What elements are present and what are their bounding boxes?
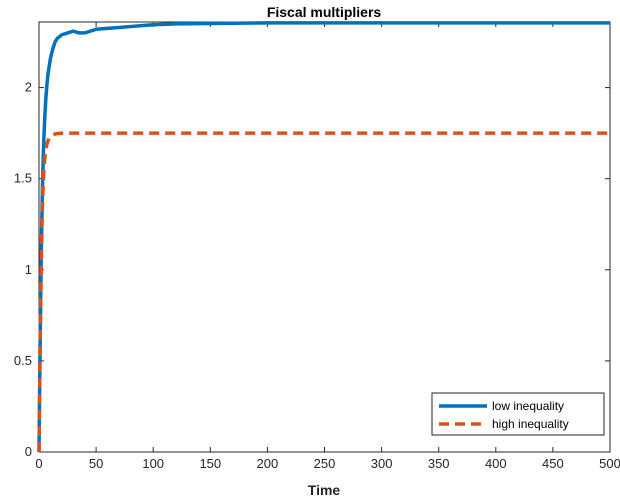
legend-label: low inequality — [492, 399, 564, 413]
series-layer — [37, 21, 610, 453]
x-tick-label: 100 — [142, 456, 164, 471]
y-tick-label: 1.5 — [14, 171, 32, 186]
legend-label: high inequality — [492, 417, 569, 431]
y-tick-label: 0.5 — [14, 353, 32, 368]
series-line-high-inequality — [37, 131, 610, 453]
x-tick-label: 200 — [257, 456, 279, 471]
x-tick-label: 350 — [428, 456, 450, 471]
x-tick-label: 300 — [371, 456, 393, 471]
x-tick-label: 500 — [599, 456, 620, 471]
x-tick-label: 150 — [199, 456, 221, 471]
plot-area — [38, 21, 611, 453]
axis-ticks: 0 50 100 150 200 250 300 350 400 450 500 0 0.5 1 1.5 2 — [14, 22, 620, 471]
x-tick-label: 400 — [485, 456, 507, 471]
x-tick-label: 250 — [314, 456, 336, 471]
x-tick-label: 0 — [35, 456, 42, 471]
x-tick-label: 50 — [89, 456, 103, 471]
y-tick-label: 2 — [25, 80, 32, 95]
x-tick-label: 450 — [542, 456, 564, 471]
x-axis-label: Time — [308, 482, 341, 498]
legend-box — [431, 392, 605, 436]
y-tick-label: 0 — [25, 444, 32, 459]
legend: low inequality high inequality — [431, 392, 605, 436]
chart-title: Fiscal multipliers — [267, 4, 382, 20]
y-tick-label: 1 — [25, 262, 32, 277]
series-line-low-inequality — [37, 21, 610, 453]
